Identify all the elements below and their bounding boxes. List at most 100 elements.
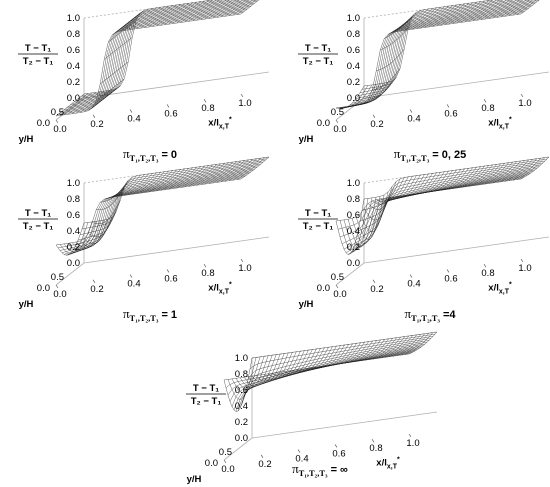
mesh-line-x: [200, 162, 229, 185]
mesh-line-x: [328, 343, 357, 366]
y-tick-label: 0.5: [51, 107, 64, 118]
z-tick-label: 1.0: [347, 178, 360, 189]
mesh-line-x: [404, 173, 433, 196]
x-tick-mark: [409, 274, 413, 278]
x-tick-mark: [203, 99, 207, 103]
mesh-line-x: [359, 191, 389, 233]
mesh-line-x: [84, 216, 113, 244]
z-tick-label: 0.6: [235, 385, 248, 396]
mesh-line-x: [484, 0, 510, 20]
mesh-line-x: [496, 0, 520, 18]
mesh-line-x: [176, 0, 205, 24]
y-tick-label: 0.0: [205, 458, 218, 469]
mesh-line-x: [452, 1, 481, 24]
mesh-line-y: [243, 340, 430, 398]
mesh-line-x: [55, 93, 85, 117]
mesh-line-x: [116, 174, 145, 197]
mesh-line-y: [353, 166, 540, 247]
mesh-line-x: [260, 352, 289, 382]
y-tick-label: 0.5: [51, 272, 64, 283]
mesh-line-x: [184, 164, 213, 188]
mesh-line-x: [468, 164, 497, 187]
x-tick-label: 0.4: [407, 279, 420, 290]
x-tick-mark: [335, 119, 339, 124]
x-tick-mark: [166, 104, 170, 108]
mesh-line-x: [71, 91, 101, 114]
z-tick-label: 0.2: [347, 77, 360, 88]
x-tick-mark: [372, 279, 376, 283]
mesh-line-x: [351, 196, 381, 245]
z-label-denominator: T₂ − T₁: [303, 221, 334, 232]
x-tick-label: 0.2: [370, 119, 383, 130]
mesh-line-y: [61, 174, 248, 253]
mesh-line-x: [239, 355, 269, 389]
mesh-line-x: [339, 198, 369, 253]
z-tick-label: 1.0: [67, 13, 80, 24]
mesh-line-x: [416, 6, 445, 29]
mesh-line-x: [392, 175, 421, 199]
mesh-line-y: [229, 350, 416, 402]
x-tick-mark: [520, 93, 524, 98]
x-tick-label: 1.0: [518, 263, 531, 274]
z-tick-label: 1.0: [235, 353, 248, 364]
y-tick-label: 0.5: [331, 272, 344, 283]
mesh-line-x: [112, 175, 141, 198]
mesh-line-y: [339, 176, 526, 238]
mesh-line-y: [57, 177, 244, 249]
mesh-line-x: [228, 0, 250, 16]
x-tick-mark: [92, 279, 96, 283]
mesh-line-y: [63, 173, 250, 255]
mesh-line-x: [220, 0, 243, 17]
mesh-line-y: [75, 163, 262, 246]
mesh-line-x: [148, 169, 177, 193]
mesh-line-x: [384, 16, 413, 39]
mesh-line-y: [57, 12, 244, 115]
mesh-line-y: [343, 174, 530, 250]
mesh-line-x: [516, 0, 537, 15]
mesh-line-x: [372, 178, 401, 205]
mesh-line-x: [316, 344, 345, 368]
mesh-line-y: [71, 1, 258, 104]
z-label-denominator: T₂ − T₁: [23, 221, 54, 232]
mesh-line-x: [448, 2, 477, 25]
x-tick-mark: [408, 433, 412, 438]
mesh-line-x: [392, 334, 422, 357]
z-tick-label: 0.4: [235, 401, 248, 412]
z-label-numerator: T − T₁: [193, 383, 219, 394]
mesh-line-x: [472, 0, 500, 21]
x-axis-label: x/lx,T*: [488, 117, 512, 131]
mesh-line-x: [224, 159, 254, 182]
z-tick-label: 0.4: [347, 61, 360, 72]
mesh-line-x: [168, 2, 197, 25]
mesh-line-x: [272, 351, 301, 378]
x-tick-label: 0.4: [127, 114, 140, 125]
surface-mesh: [335, 0, 540, 109]
surface-panel-a: 0.00.20.40.60.81.00.0 0.2 0.4 0.6 0.8 1.00.00…: [18, 0, 270, 163]
mesh-line-x: [364, 80, 393, 104]
mesh-line-x: [256, 353, 285, 383]
mesh-line-x: [152, 4, 181, 27]
x-tick-mark: [55, 284, 59, 289]
x-tick-label: 0.8: [201, 103, 214, 114]
mesh-line-x: [348, 340, 377, 363]
panel-caption: πT₁,T₂,T₃ =4: [404, 306, 456, 323]
x-axis-label: x/lx,T*: [488, 282, 512, 296]
mesh-line-x: [140, 171, 169, 194]
z-tick-label: 0.4: [347, 226, 360, 237]
surface-panel-b: 0.00.20.40.60.81.00.0 0.2 0.4 0.6 0.8 1.00.00…: [298, 0, 550, 163]
mesh-line-x: [59, 93, 89, 116]
z-tick-label: 0.6: [347, 45, 360, 56]
mesh-line-x: [480, 162, 509, 185]
mesh-line-x: [356, 82, 385, 106]
mesh-line-x: [512, 0, 533, 16]
x-tick-mark: [260, 454, 264, 458]
mesh-line-x: [223, 357, 253, 412]
mesh-line-x: [343, 197, 373, 250]
x-tick-mark: [372, 114, 376, 118]
z-axis-label: T − T₁ T₂ − T₁: [298, 208, 338, 232]
mesh-line-y: [347, 4, 534, 107]
z-label-denominator: T₂ − T₁: [191, 396, 222, 407]
surface-mesh: [55, 0, 260, 117]
z-label-numerator: T − T₁: [305, 43, 331, 54]
mesh-line-x: [508, 158, 538, 181]
